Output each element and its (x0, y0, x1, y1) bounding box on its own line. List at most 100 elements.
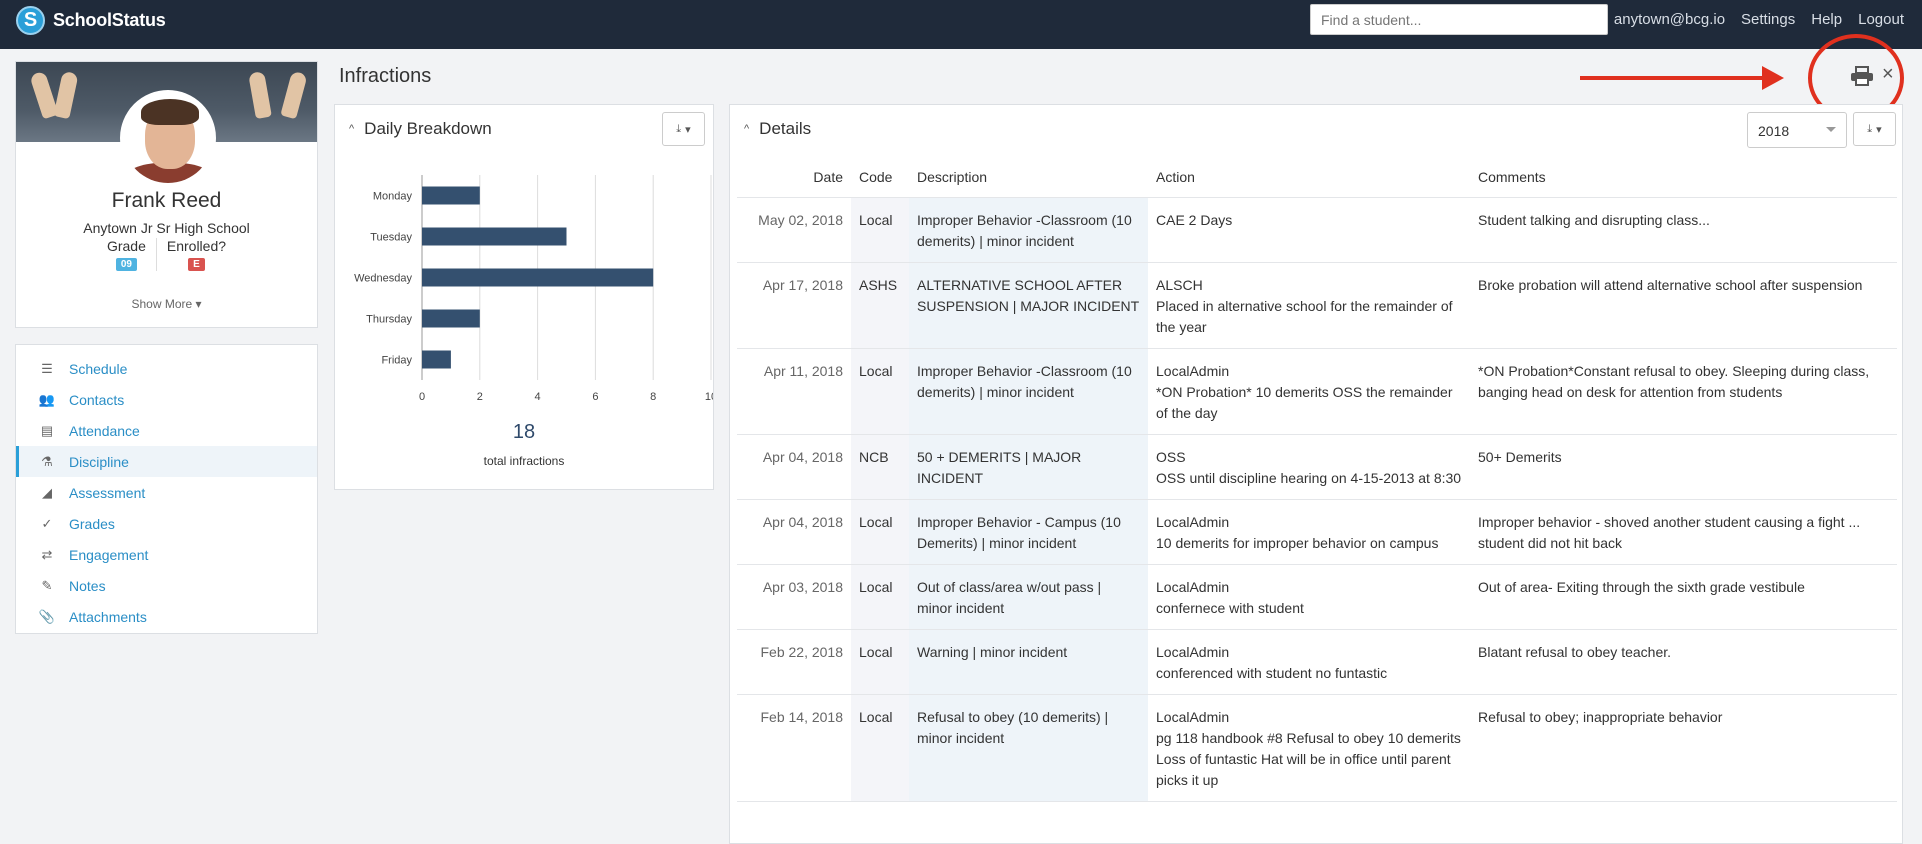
nav-item-engagement[interactable]: ⇄ Engagement (16, 539, 317, 570)
column-header-code[interactable]: Code (851, 157, 909, 198)
nav-item-label: Contacts (69, 391, 125, 408)
chart-bar-friday[interactable] (422, 350, 451, 369)
cell-code: Local (851, 197, 909, 263)
student-search-input[interactable] (1310, 4, 1608, 35)
nav-item-notes[interactable]: ✎ Notes (16, 570, 317, 601)
schoolstatus-logo-icon: S (16, 6, 45, 35)
enrolled-label: Enrolled? (166, 238, 227, 254)
nav-item-assessment[interactable]: ◢ Assessment (16, 477, 317, 508)
column-header-comments[interactable]: Comments (1470, 157, 1897, 198)
settings-link[interactable]: Settings (1741, 11, 1796, 28)
calendar-icon: ▤ (40, 422, 54, 438)
cell-code: Local (851, 694, 909, 802)
details-title: Details (759, 119, 812, 138)
print-icon[interactable] (1850, 66, 1874, 86)
dropdown-caret-icon: ▾ (1876, 123, 1882, 136)
cell-comments: Out of area- Exiting through the sixth g… (1470, 564, 1897, 630)
action-detail: confernece with student (1156, 599, 1304, 616)
x-tick-label: 4 (535, 391, 541, 403)
cell-comments: 50+ Demerits (1470, 434, 1897, 500)
help-link[interactable]: Help (1811, 11, 1843, 28)
table-row[interactable]: Apr 04, 2018 NCB 50 + DEMERITS | MAJOR INC… (737, 434, 1897, 500)
app-name: SchoolStatus (53, 10, 166, 30)
table-row[interactable]: May 02, 2018 Local Improper Behavior -Clas… (737, 197, 1897, 263)
x-tick-label: 2 (477, 391, 483, 403)
collapse-caret-icon[interactable]: ^ (744, 123, 750, 135)
student-name: Frank Reed (111, 189, 222, 212)
year-select[interactable]: 2018 (1747, 112, 1847, 148)
cell-code: Local (851, 629, 909, 695)
cell-description: Refusal to obey (10 demerits) | minor in… (909, 694, 1148, 802)
table-row[interactable]: Feb 22, 2018 Local Warning | minor inciden… (737, 629, 1897, 695)
area-chart-icon: ◢ (42, 484, 52, 500)
nav-item-attendance[interactable]: ▤ Attendance (16, 415, 317, 446)
chart-bar-wednesday[interactable] (422, 268, 654, 287)
chart-bar-tuesday[interactable] (422, 227, 567, 246)
cell-description: Improper Behavior - Campus (10 Demerits)… (909, 499, 1148, 565)
nav-item-discipline[interactable]: ⚗ Discipline (16, 446, 317, 477)
cell-date: Apr 04, 2018 (737, 499, 851, 565)
cell-date: Apr 17, 2018 (737, 262, 851, 349)
cell-date: Feb 22, 2018 (737, 629, 851, 695)
flask-icon: ⚗ (41, 453, 53, 469)
cell-date: Feb 14, 2018 (737, 694, 851, 802)
chart-bar-thursday[interactable] (422, 309, 480, 328)
user-account-link[interactable]: anytown@bcg.io (1613, 11, 1726, 28)
column-header-description[interactable]: Description (909, 157, 1148, 198)
nav-item-grades[interactable]: ✓ Grades (16, 508, 317, 539)
table-row[interactable]: Apr 04, 2018 Local Improper Behavior - Cam… (737, 499, 1897, 565)
nav-item-schedule[interactable]: ☰ Schedule (16, 353, 317, 384)
page-title: Infractions (339, 65, 432, 87)
show-more-toggle[interactable]: Show More ▾ (131, 297, 202, 311)
collapse-caret-icon[interactable]: ^ (349, 123, 355, 135)
cell-code: NCB (851, 434, 909, 500)
action-detail: Placed in alternative school for the rem… (1156, 297, 1453, 335)
x-tick-label: 6 (592, 391, 598, 403)
cell-action: OSS OSS until discipline hearing on 4-15-… (1148, 434, 1470, 500)
table-row[interactable]: Apr 17, 2018 ASHS ALTERNATIVE SCHOOL AFTER… (737, 262, 1897, 349)
column-header-action[interactable]: Action (1148, 157, 1470, 198)
x-tick-label: 8 (650, 391, 656, 403)
download-icon: ⤓ (1867, 122, 1873, 135)
daily-breakdown-header[interactable]: ^ Daily Breakdown (349, 119, 492, 139)
users-icon: 👥 (38, 391, 56, 407)
app-logo[interactable]: S SchoolStatus (16, 6, 166, 35)
table-row[interactable]: Apr 11, 2018 Local Improper Behavior -Clas… (737, 348, 1897, 435)
daily-breakdown-card: ^ Daily Breakdown ⤓▾ 0 2 4 6 8 10 Monday Tuesda… (334, 104, 714, 490)
paperclip-icon: 📎 (38, 608, 56, 624)
nav-item-label: Grades (69, 515, 115, 532)
breakdown-download-button[interactable]: ⤓ ▾ (662, 112, 705, 146)
details-header[interactable]: ^ Details (744, 119, 811, 139)
student-profile-card: Frank Reed Anytown Jr Sr High School Gra… (15, 61, 318, 328)
table-row[interactable]: Apr 03, 2018 Local Out of class/area w/out… (737, 564, 1897, 630)
cell-date: Apr 11, 2018 (737, 348, 851, 435)
nav-item-contacts[interactable]: 👥 Contacts (16, 384, 317, 415)
cell-comments: *ON Probation*Constant refusal to obey. … (1470, 348, 1897, 435)
cell-description: ALTERNATIVE SCHOOL AFTER SUSPENSION | MA… (909, 262, 1148, 349)
cell-comments: Blatant refusal to obey teacher. (1470, 629, 1897, 695)
enrolled-badge: E (188, 258, 205, 271)
cell-action: LocalAdmin *ON Probation* 10 demerits OSS… (1148, 348, 1470, 435)
action-title: LocalAdmin (1156, 513, 1230, 530)
chart-bar-monday[interactable] (422, 186, 480, 205)
column-header-date[interactable]: Date (737, 157, 851, 198)
cell-code: Local (851, 499, 909, 565)
details-download-button[interactable]: ⤓ ▾ (1853, 112, 1896, 146)
logout-link[interactable]: Logout (1858, 11, 1904, 28)
dropdown-caret-icon: ▾ (685, 123, 691, 136)
close-icon[interactable]: × (1882, 63, 1894, 85)
details-card: ^ Details 2018 ⤓ ▾ Date Code Description … (729, 104, 1903, 844)
x-tick-label: 0 (419, 391, 425, 403)
table-row[interactable]: Feb 14, 2018 Local Refusal to obey (10 dem… (737, 694, 1897, 802)
nav-item-label: Engagement (69, 546, 149, 563)
action-title: CAE 2 Days (1156, 211, 1233, 228)
nav-item-label: Notes (69, 577, 106, 594)
cell-code: Local (851, 564, 909, 630)
top-links: anytown@bcg.io Settings Help Logout (1614, 11, 1904, 28)
nav-item-attachments[interactable]: 📎 Attachments (16, 601, 317, 632)
annotation-arrow-line (1580, 76, 1768, 80)
daily-breakdown-title: Daily Breakdown (364, 119, 492, 138)
pencil-icon: ✎ (41, 577, 53, 593)
cell-action: ALSCH Placed in alternative school for th… (1148, 262, 1470, 349)
y-category-label: Monday (373, 191, 413, 203)
